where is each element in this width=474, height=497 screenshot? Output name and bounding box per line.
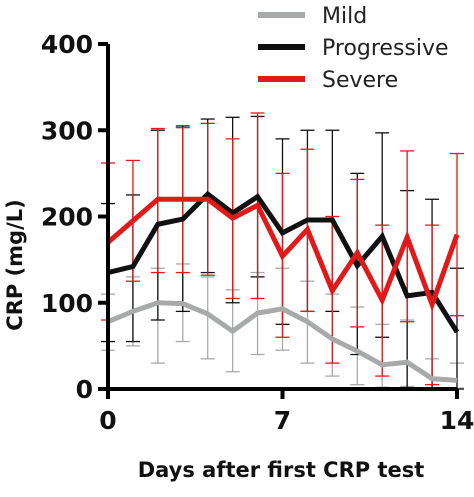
x-tick-label: 7 [274, 406, 291, 435]
y-axis-label: CRP (mg/L) [3, 199, 27, 330]
error-bar [200, 276, 215, 360]
x-tick-label: 14 [440, 406, 474, 435]
legend-label: Mild [322, 4, 367, 29]
legend-label: Severe [322, 68, 398, 93]
legend-item-progressive: Progressive [258, 36, 449, 61]
legend-item-severe: Severe [258, 68, 398, 93]
x-tick-label: 0 [99, 406, 116, 435]
series-line-mild [107, 300, 458, 383]
series-line-severe [106, 196, 460, 312]
x-ticks: 0 7 14 [99, 389, 474, 435]
y-tick-label: 200 [41, 203, 93, 232]
series-line-progressive [107, 190, 460, 334]
x-axis-label: Days after first CRP test [138, 458, 425, 482]
y-tick-label: 400 [41, 30, 93, 59]
series-lines [106, 190, 460, 383]
y-tick-label: 300 [41, 116, 93, 145]
y-tick-label: 100 [41, 289, 93, 318]
legend: Mild Progressive Severe [258, 4, 449, 93]
legend-label: Progressive [322, 36, 449, 61]
y-ticks: 0 100 200 300 400 [41, 30, 108, 404]
legend-item-mild: Mild [258, 4, 367, 29]
y-tick-label: 0 [76, 375, 93, 404]
